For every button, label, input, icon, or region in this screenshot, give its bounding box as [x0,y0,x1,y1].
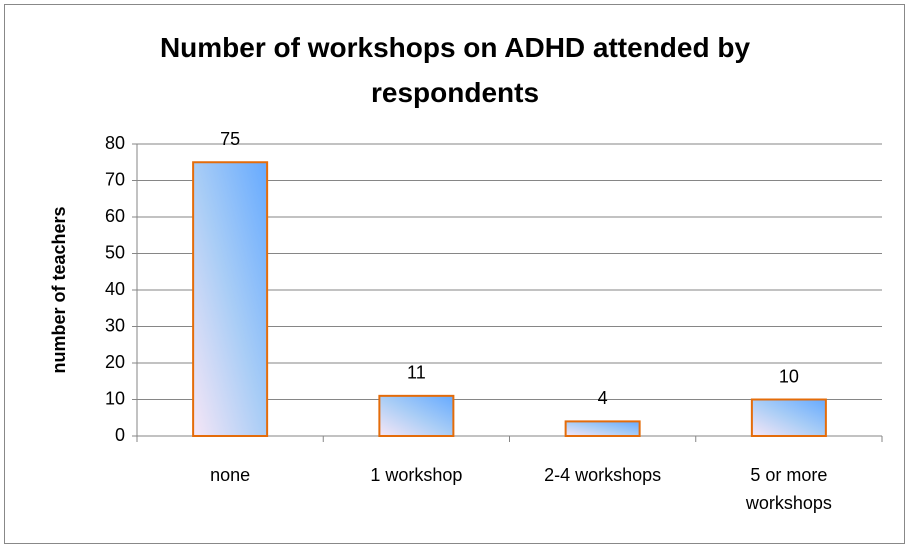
value-label: 11 [407,363,426,383]
x-tick-label: 5 or more workshops [745,465,832,513]
value-label: 4 [598,388,608,408]
bar [378,394,455,438]
value-label: 10 [779,366,799,386]
x-tick-label: none [210,465,250,485]
bar [564,420,641,437]
chart-title: Number of workshops on ADHD attended by r… [160,32,751,108]
y-tick-label: 60 [105,206,125,226]
y-tick-label: 20 [105,352,125,372]
x-tick-label: 1 workshop [370,465,462,485]
bar [750,398,827,437]
y-tick-label: 40 [105,279,125,299]
value-label: 75 [220,129,240,149]
y-tick-label: 50 [105,242,125,262]
y-tick-label: 10 [105,388,125,408]
y-tick-label: 0 [115,425,125,445]
y-tick-label: 80 [105,133,125,153]
bar [192,161,269,437]
y-tick-label: 30 [105,315,125,335]
y-tick-label: 70 [105,169,125,189]
x-tick-label: 2-4 workshops [544,465,661,485]
y-axis-label: number of teachers [49,206,69,373]
chart-border [4,4,905,544]
